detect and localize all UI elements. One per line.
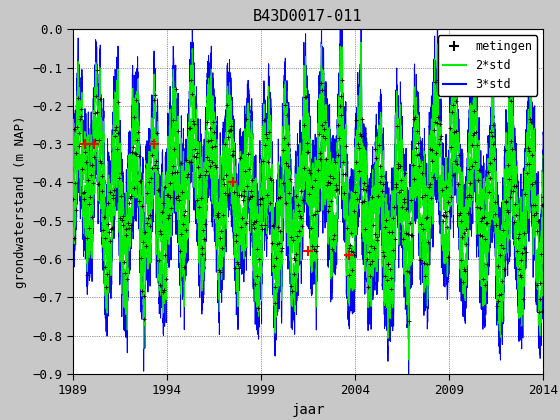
Title: B43D0017-011: B43D0017-011	[253, 9, 363, 24]
X-axis label: jaar: jaar	[291, 403, 325, 417]
Y-axis label: grondwaterstand (m NAP): grondwaterstand (m NAP)	[14, 116, 27, 288]
Legend: metingen, 2*std, 3*std: metingen, 2*std, 3*std	[438, 35, 537, 96]
